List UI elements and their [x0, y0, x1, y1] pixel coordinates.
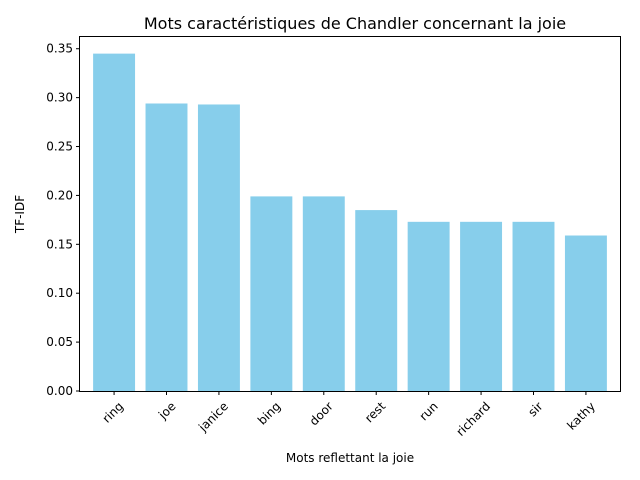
bar-richard [460, 221, 503, 391]
bar-rest [355, 210, 398, 391]
x-axis-ticks: ring joe janice bing door rest run richard sir ka… [100, 391, 598, 439]
x-tick-label: ring [100, 399, 127, 426]
x-tick-label: bing [255, 399, 283, 427]
bar-bing [250, 196, 293, 391]
x-tick-label: rest [362, 399, 388, 425]
bar-joe [145, 103, 188, 391]
y-tick-label: 0.25 [46, 140, 73, 154]
x-tick-label: run [417, 399, 441, 423]
x-tick-label: kathy [564, 399, 598, 433]
y-tick-label: 0.10 [46, 286, 73, 300]
x-tick-label: sir [525, 399, 545, 419]
bar-sir [512, 221, 555, 391]
x-tick-label: janice [195, 399, 231, 435]
chart-title: Mots caractéristiques de Chandler concer… [144, 14, 566, 33]
x-tick-label: joe [155, 399, 178, 422]
bar-kathy [564, 235, 607, 391]
bar-ring [93, 53, 136, 392]
bar-door [302, 196, 345, 391]
bars-group [93, 53, 607, 392]
y-tick-label: 0.05 [46, 335, 73, 349]
bar-run [407, 221, 450, 391]
plot-frame [79, 36, 621, 392]
y-tick-label: 0.35 [46, 42, 73, 56]
y-tick-label: 0.30 [46, 91, 73, 105]
x-tick-label: door [307, 399, 336, 428]
y-tick-label: 0.15 [46, 237, 73, 251]
y-axis-label: TF-IDF [13, 195, 27, 234]
bar-janice [197, 104, 240, 392]
y-axis-ticks: 0.00 0.05 0.10 0.15 0.20 0.25 0.30 0.35 [46, 42, 80, 398]
x-axis-label: Mots reflettant la joie [286, 451, 414, 465]
y-tick-label: 0.20 [46, 188, 73, 202]
x-tick-label: richard [453, 399, 493, 439]
y-tick-label: 0.00 [46, 384, 73, 398]
